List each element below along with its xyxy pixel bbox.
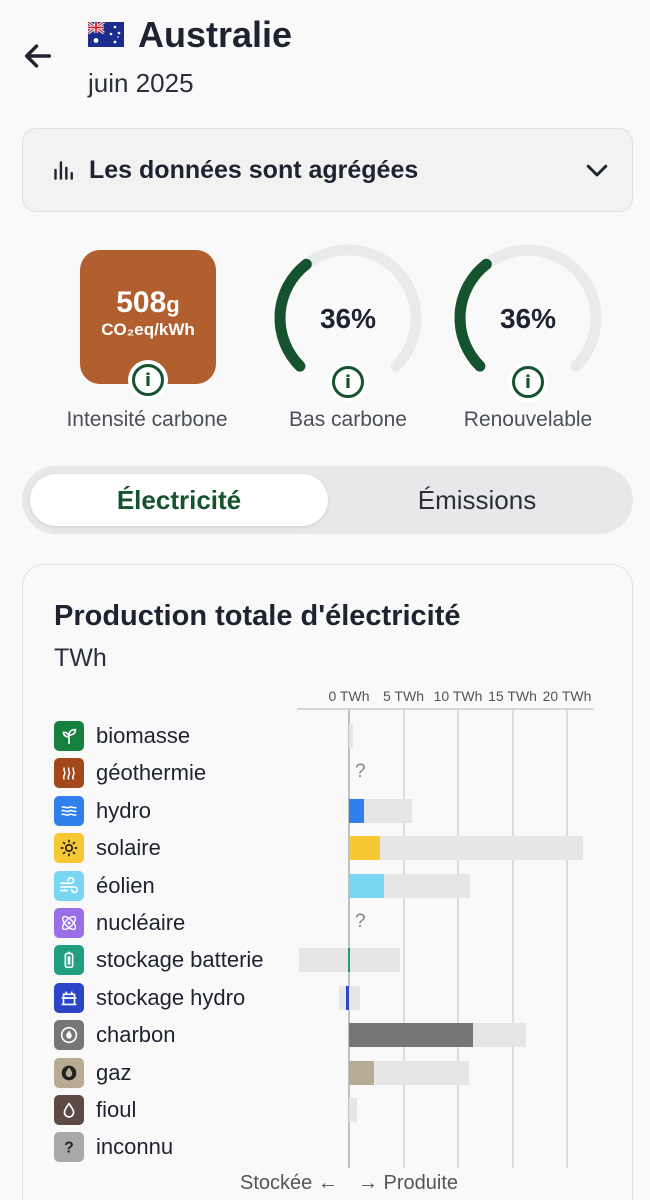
carbon-intensity-unit: CO₂eq/kWh bbox=[101, 320, 195, 339]
source-label: biomasse bbox=[96, 723, 191, 748]
source-row: biomasse bbox=[54, 721, 190, 751]
info-icon: i bbox=[132, 364, 164, 396]
value-bar[interactable] bbox=[347, 948, 350, 973]
battery-icon bbox=[54, 945, 84, 976]
wind-icon bbox=[54, 870, 84, 901]
card-unit: TWh bbox=[54, 644, 107, 672]
source-row: stockage hydro bbox=[54, 982, 246, 1013]
page-title: Australie bbox=[138, 14, 293, 55]
source-label: solaire bbox=[96, 835, 161, 861]
card-title: Production totale d'électricité bbox=[54, 600, 461, 632]
source-label: géothermie bbox=[96, 760, 207, 786]
svg-text:?: ? bbox=[64, 1140, 74, 1157]
arrow-left-icon bbox=[24, 44, 52, 68]
source-row: charbon bbox=[54, 1020, 176, 1051]
tick-label: 0 TWh bbox=[328, 688, 370, 704]
source-label: gaz bbox=[96, 1059, 132, 1085]
australia-flag-icon bbox=[88, 22, 124, 47]
grid-line bbox=[566, 710, 568, 1168]
heat-icon bbox=[54, 758, 84, 789]
source-row: stockage batterie bbox=[54, 945, 264, 976]
info-icon: i bbox=[332, 366, 364, 398]
source-row: éolien bbox=[54, 870, 155, 901]
info-icon: i bbox=[512, 366, 544, 398]
value-bar[interactable] bbox=[349, 873, 384, 898]
source-row: gaz bbox=[54, 1057, 132, 1088]
aggregation-label: Les données sont agrégées bbox=[89, 155, 419, 184]
source-label: éolien bbox=[96, 872, 155, 898]
gas-icon bbox=[54, 1057, 84, 1088]
tab-emissions[interactable]: Émissions bbox=[417, 484, 537, 515]
tick-label: 15 TWh bbox=[488, 688, 537, 704]
water-icon bbox=[54, 795, 84, 826]
capacity-bar bbox=[349, 1098, 357, 1122]
sun-icon bbox=[54, 833, 84, 864]
missing-value-label: ? bbox=[355, 911, 366, 932]
carbon-intensity-info-button[interactable]: i bbox=[128, 360, 168, 400]
hydro-storage-icon bbox=[54, 982, 84, 1013]
low-carbon-info-button[interactable]: i bbox=[328, 362, 368, 402]
value-bar[interactable] bbox=[349, 798, 365, 823]
low-carbon-metric: Bas carbone bbox=[253, 240, 443, 440]
source-label: stockage batterie bbox=[96, 947, 264, 973]
carbon-intensity-metric: Intensité carbone bbox=[52, 240, 242, 440]
grid-line bbox=[457, 710, 459, 1168]
source-row: solaire bbox=[54, 833, 161, 864]
source-label: fioul bbox=[96, 1097, 137, 1122]
low-carbon-value: 36% bbox=[320, 303, 376, 334]
carbon-intensity-box: 508g CO₂eq/kWh bbox=[80, 250, 216, 384]
atom-icon bbox=[54, 908, 84, 938]
missing-value-label: ? bbox=[355, 761, 366, 783]
source-row: fioul bbox=[54, 1095, 136, 1125]
capacity-bar bbox=[349, 836, 584, 861]
source-row: ? inconnu bbox=[54, 1132, 174, 1163]
value-bar[interactable] bbox=[349, 1023, 474, 1048]
coal-icon bbox=[54, 1020, 84, 1051]
tab-electricity[interactable]: Électricité bbox=[30, 474, 328, 526]
carbon-intensity-value: 508 bbox=[116, 286, 167, 319]
low-carbon-caption: Bas carbone bbox=[289, 408, 407, 431]
capacity-bar bbox=[349, 724, 354, 748]
value-bar[interactable] bbox=[349, 1060, 375, 1085]
grid-line bbox=[348, 710, 350, 1168]
carbon-intensity-unit-small: g bbox=[166, 292, 180, 317]
renewable-value: 36% bbox=[500, 303, 556, 334]
question-icon: ? bbox=[54, 1132, 84, 1163]
renewable-gauge: 36% bbox=[454, 244, 602, 372]
renewable-metric: Renouvelable bbox=[433, 240, 623, 440]
footer-stored-label: Stockée ← bbox=[240, 1172, 338, 1194]
bar-chart-icon bbox=[54, 161, 73, 180]
tick-label: 5 TWh bbox=[383, 688, 424, 704]
capacity-bar bbox=[339, 985, 360, 1010]
source-row: hydro bbox=[54, 795, 152, 826]
source-label: inconnu bbox=[96, 1134, 174, 1160]
mode-toggle: Électricité Émissions bbox=[22, 466, 633, 534]
renewable-caption: Renouvelable bbox=[463, 408, 593, 431]
tick-label: 10 TWh bbox=[433, 688, 483, 704]
carbon-intensity-caption: Intensité carbone bbox=[66, 408, 228, 431]
source-row: géothermie bbox=[54, 758, 207, 789]
footer-produced-label: → Produite bbox=[358, 1172, 459, 1194]
source-label: hydro bbox=[96, 797, 152, 823]
chevron-down-icon bbox=[586, 164, 608, 177]
production-card bbox=[22, 564, 633, 1200]
value-bar[interactable] bbox=[345, 985, 349, 1010]
tick-label: 20 TWh bbox=[542, 688, 592, 704]
renewable-info-button[interactable]: i bbox=[508, 362, 548, 402]
source-label: nucléaire bbox=[96, 910, 186, 935]
axis-line bbox=[297, 708, 594, 710]
source-label: stockage hydro bbox=[96, 984, 246, 1010]
source-row: nucléaire bbox=[54, 908, 185, 938]
oil-icon bbox=[54, 1095, 84, 1125]
aggregation-dropdown[interactable]: Les données sont agrégées bbox=[22, 128, 633, 212]
grid-line bbox=[511, 710, 514, 1168]
grid-line bbox=[402, 710, 405, 1168]
source-label: charbon bbox=[96, 1022, 176, 1048]
value-bar[interactable] bbox=[349, 836, 380, 861]
leaf-icon bbox=[54, 721, 84, 751]
low-carbon-gauge: 36% bbox=[274, 244, 422, 372]
date-label: juin 2025 bbox=[88, 68, 194, 98]
back-button[interactable] bbox=[18, 36, 58, 76]
